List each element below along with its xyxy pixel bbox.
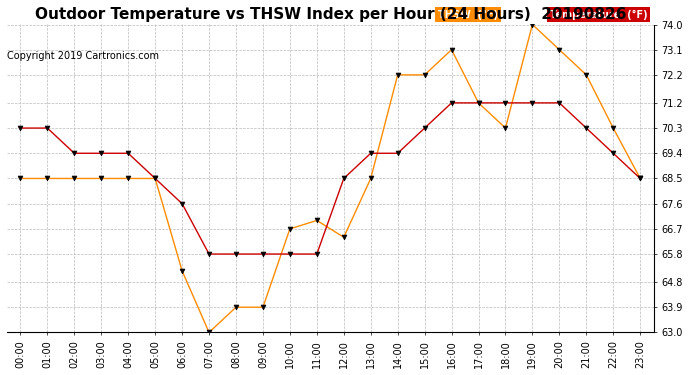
Title: Outdoor Temperature vs THSW Index per Hour (24 Hours)  20190826: Outdoor Temperature vs THSW Index per Ho…	[34, 7, 626, 22]
Text: THSW  (°F): THSW (°F)	[438, 9, 498, 20]
Text: Temperature  (°F): Temperature (°F)	[549, 9, 647, 20]
Text: Copyright 2019 Cartronics.com: Copyright 2019 Cartronics.com	[7, 51, 159, 61]
